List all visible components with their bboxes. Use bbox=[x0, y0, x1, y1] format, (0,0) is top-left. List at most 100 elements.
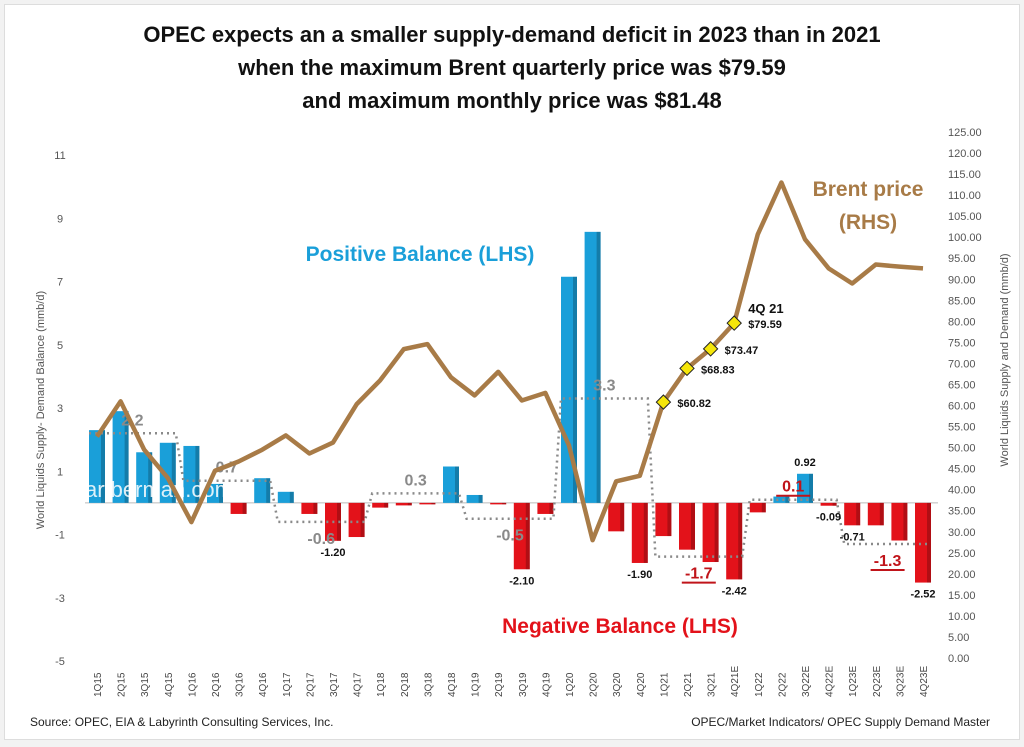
negative-bar bbox=[230, 502, 247, 514]
y-tick-right: 25.00 bbox=[948, 548, 976, 560]
bar-data-label: -2.52 bbox=[910, 589, 935, 601]
bar-shade bbox=[691, 502, 695, 550]
y-tick-left: -1 bbox=[55, 530, 65, 542]
y-tick-right: 115.00 bbox=[948, 169, 981, 181]
title-line-3: and maximum monthly price was $81.48 bbox=[302, 88, 721, 113]
negative-bar bbox=[655, 502, 672, 537]
x-tick-label: 3Q23E bbox=[895, 666, 906, 697]
bar-shade bbox=[667, 502, 672, 537]
bar-shade bbox=[478, 494, 483, 503]
bar-data-label: -2.42 bbox=[722, 585, 747, 597]
bar-shade bbox=[714, 502, 719, 563]
negative-bar bbox=[490, 502, 507, 505]
footer-source: Source: OPEC, EIA & Labyrinth Consulting… bbox=[30, 715, 333, 729]
positive-bar bbox=[561, 276, 577, 503]
bar-data-label: -1.20 bbox=[320, 547, 345, 559]
y-tick-left: -5 bbox=[55, 656, 65, 668]
x-tick-label: 4Q22E bbox=[825, 666, 836, 697]
y-tick-right: 45.00 bbox=[948, 464, 976, 476]
annual-average-label: 0.1 bbox=[782, 479, 804, 496]
negative-bar bbox=[702, 502, 719, 563]
x-tick-label: 2Q15 bbox=[117, 672, 128, 697]
bar-shade bbox=[124, 411, 129, 503]
negative-bar bbox=[749, 502, 766, 513]
x-tick-label: 4Q18 bbox=[447, 672, 458, 697]
positive-bar bbox=[773, 496, 790, 503]
y-tick-left: 5 bbox=[57, 340, 63, 352]
negative-bar bbox=[395, 502, 412, 506]
bar-shade bbox=[502, 502, 507, 505]
bar-shade bbox=[596, 231, 601, 503]
x-tick-label: 2Q19 bbox=[494, 672, 505, 697]
brent-price-line bbox=[95, 180, 924, 543]
x-tick-label: 1Q16 bbox=[187, 672, 198, 697]
negative-bar bbox=[419, 502, 436, 505]
bar-shade bbox=[643, 502, 648, 563]
y-tick-right: 30.00 bbox=[948, 527, 976, 539]
x-tick-label: 1Q20 bbox=[565, 672, 576, 697]
x-tick-label: 3Q22E bbox=[801, 666, 812, 697]
bar-shade bbox=[148, 452, 153, 503]
negative-bar bbox=[537, 502, 554, 514]
x-tick-label: 3Q19 bbox=[518, 672, 529, 697]
price-marker bbox=[726, 315, 742, 331]
price-marker bbox=[655, 394, 672, 410]
bar-shade bbox=[832, 502, 837, 506]
bar-shade bbox=[195, 445, 200, 503]
y-tick-right: 85.00 bbox=[948, 295, 976, 307]
negative-bar bbox=[679, 502, 695, 550]
annual-average-label: -0.6 bbox=[307, 531, 335, 548]
bar-shade bbox=[573, 276, 577, 503]
negative-bar bbox=[820, 502, 837, 506]
x-tick-label: 4Q16 bbox=[258, 672, 269, 697]
bar-shade bbox=[242, 502, 247, 514]
price-data-label: $60.82 bbox=[677, 398, 711, 410]
annual-average-label: 0.3 bbox=[404, 472, 426, 489]
bar-shade bbox=[407, 502, 412, 506]
bar-data-label: -0.09 bbox=[816, 512, 841, 524]
bar-shade bbox=[171, 442, 176, 503]
price-marker bbox=[679, 360, 695, 377]
annual-average-label: -1.7 bbox=[685, 566, 713, 583]
bar-shade bbox=[360, 502, 365, 538]
y-tick-right: 0.00 bbox=[948, 653, 969, 665]
positive-bar bbox=[207, 483, 223, 503]
positive-bar bbox=[277, 491, 294, 503]
price-marker bbox=[702, 341, 719, 357]
annotation-price-line2: (RHS) bbox=[839, 211, 897, 234]
bar-data-label: -1.90 bbox=[627, 569, 652, 581]
bar-shade bbox=[431, 502, 436, 505]
negative-bar bbox=[372, 502, 389, 508]
y-tick-right: 120.00 bbox=[948, 148, 982, 160]
negative-bar bbox=[348, 502, 365, 538]
y-tick-left: 7 bbox=[57, 277, 63, 289]
x-tick-label: 2Q22 bbox=[777, 672, 788, 697]
bar-shade bbox=[809, 473, 813, 503]
bar-shade bbox=[266, 478, 271, 503]
bar-shade bbox=[927, 502, 931, 583]
y-tick-right: 10.00 bbox=[948, 611, 976, 623]
y-tick-right: 80.00 bbox=[948, 316, 976, 328]
bar-data-label: -0.71 bbox=[840, 531, 865, 543]
y-tick-left: -3 bbox=[55, 593, 65, 605]
bar-shade bbox=[525, 502, 530, 570]
y-tick-right: 55.00 bbox=[948, 422, 976, 434]
x-tick-label: 4Q21E bbox=[730, 666, 741, 697]
bar-shade bbox=[549, 502, 554, 514]
bar-shade bbox=[620, 502, 625, 532]
x-tick-label: 1Q17 bbox=[282, 672, 293, 697]
price-data-label: $79.59 bbox=[748, 319, 782, 331]
y-tick-right: 15.00 bbox=[948, 590, 976, 602]
y-tick-right: 20.00 bbox=[948, 569, 976, 581]
bar-shade bbox=[856, 502, 861, 526]
negative-bar bbox=[844, 502, 861, 526]
price-data-label: $73.47 bbox=[725, 345, 759, 357]
y-tick-right: 75.00 bbox=[948, 337, 976, 349]
bar-data-label: -2.10 bbox=[509, 575, 534, 587]
annual-average-label: -0.5 bbox=[496, 528, 524, 545]
positive-bar bbox=[136, 452, 153, 503]
positive-bar bbox=[112, 411, 129, 503]
y-tick-right: 70.00 bbox=[948, 358, 976, 370]
y-tick-right: 35.00 bbox=[948, 506, 976, 518]
y-tick-right: 5.00 bbox=[948, 632, 969, 644]
